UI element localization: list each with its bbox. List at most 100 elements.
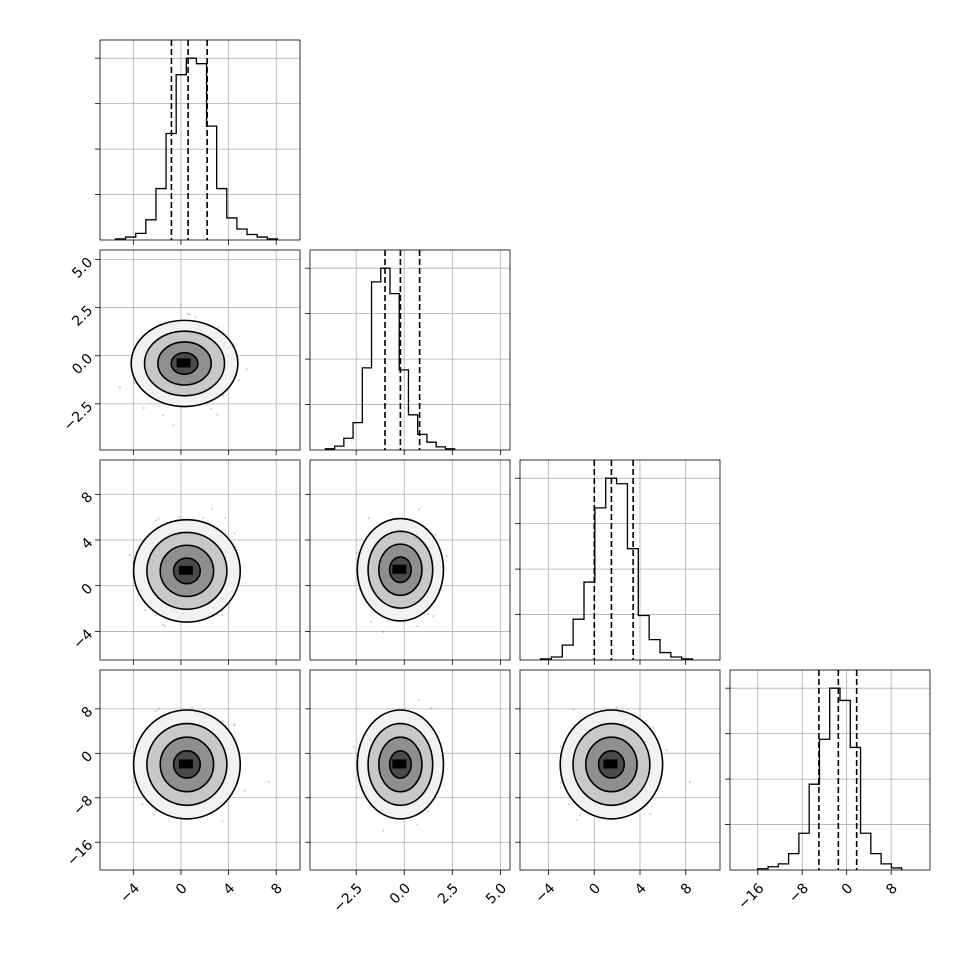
histogram-panel-1 xyxy=(305,249,511,455)
scatter-point xyxy=(178,515,181,518)
histogram-panel-2 xyxy=(515,459,721,665)
density-panel-1-0: −2.5 0.0 2.5 5.0 xyxy=(61,249,301,455)
y-tick-label: 8 xyxy=(79,489,97,507)
x-tick-label: 0 xyxy=(586,880,604,898)
histogram-2 xyxy=(539,477,694,660)
scatter-point xyxy=(559,786,563,789)
scatter-point xyxy=(233,723,236,726)
scatter-point xyxy=(559,745,562,748)
x-tick-label: 8 xyxy=(883,880,901,898)
panel-frame xyxy=(309,249,511,451)
scatter-point xyxy=(233,532,236,535)
scatter-point xyxy=(133,786,136,789)
x-tick-label: 4 xyxy=(221,880,239,898)
scatter-point xyxy=(186,312,189,316)
y-tick-label: −8 xyxy=(70,793,96,819)
panel-frame xyxy=(729,669,931,871)
scatter-point xyxy=(665,748,668,752)
scatter-point xyxy=(559,781,563,784)
y-tick-label: −2.5 xyxy=(61,399,96,434)
density-peak xyxy=(178,565,193,575)
scatter-point xyxy=(434,533,437,536)
contour-line-3 xyxy=(559,709,664,820)
x-tick-label: 0 xyxy=(173,880,191,898)
contour-line-3 xyxy=(132,518,242,623)
scatter-point xyxy=(243,789,246,792)
scatter-point xyxy=(649,812,652,816)
panel-frame xyxy=(99,669,301,871)
scatter-point xyxy=(154,709,157,713)
y-tick-label: 2.5 xyxy=(69,303,96,330)
contour-line-2 xyxy=(367,530,434,609)
x-tick-label: −2.5 xyxy=(331,880,366,915)
scatter-point xyxy=(382,630,385,633)
contour-line-2 xyxy=(146,722,228,807)
panel-frame xyxy=(519,669,721,871)
scatter-point xyxy=(224,516,227,519)
contour-line-2 xyxy=(367,722,434,807)
scatter-point xyxy=(238,379,241,382)
scatter-point xyxy=(644,719,648,723)
scatter-point xyxy=(157,707,160,710)
contour-line-1 xyxy=(585,736,638,793)
y-tick-label: 8 xyxy=(79,704,97,722)
density-panel-3-1: −2.5 0.0 2.5 5.0 xyxy=(305,669,511,916)
x-tick-label: 8 xyxy=(678,880,696,898)
histogram-0 xyxy=(114,57,279,240)
x-tick-label: 2.5 xyxy=(435,880,462,907)
density-content xyxy=(352,699,445,832)
scatter-point xyxy=(188,313,191,316)
scatter-point xyxy=(432,615,435,618)
scatter-point xyxy=(209,407,213,411)
scatter-point xyxy=(154,519,157,522)
scatter-point xyxy=(651,726,655,729)
scatter-point xyxy=(416,823,419,826)
scatter-point xyxy=(356,551,359,555)
contour-line-3 xyxy=(356,517,445,622)
scatter-point xyxy=(216,413,219,416)
scatter-point xyxy=(367,516,370,520)
scatter-point xyxy=(572,708,575,711)
contour-line-1 xyxy=(159,544,215,598)
y-tick-label: 0 xyxy=(79,748,97,766)
scatter-point xyxy=(163,624,166,627)
scatter-point xyxy=(128,553,131,556)
scatter-point xyxy=(430,706,433,710)
scatter-point xyxy=(615,706,618,709)
density-panel-2-1 xyxy=(305,459,511,665)
contour-line-0 xyxy=(388,556,412,584)
scatter-point xyxy=(217,326,220,329)
scatter-point xyxy=(445,555,448,558)
density-peak xyxy=(392,759,407,769)
density-panel-3-0: −4 0 4 8 −16 −8 0 8 xyxy=(64,669,301,906)
scatter-point xyxy=(688,781,691,784)
panel-frame xyxy=(309,669,511,871)
scatter-point xyxy=(172,424,175,427)
density-content xyxy=(559,706,691,821)
scatter-point xyxy=(221,819,224,823)
scatter-point xyxy=(575,818,578,821)
scatter-point xyxy=(211,507,214,510)
contour-line-2 xyxy=(143,330,226,397)
contour-line-0 xyxy=(172,750,202,779)
contour-line-3 xyxy=(356,709,445,820)
x-tick-label: 5.0 xyxy=(483,880,510,907)
scatter-point xyxy=(179,303,182,306)
panel-frame xyxy=(99,249,301,451)
scatter-point xyxy=(133,381,136,384)
x-tick-label: −16 xyxy=(735,880,767,912)
density-panel-2-0: −4 0 4 8 xyxy=(70,459,301,665)
scatter-point xyxy=(567,803,570,806)
scatter-point xyxy=(161,623,164,626)
scatter-point xyxy=(352,746,356,749)
scatter-point xyxy=(245,368,249,371)
x-tick-label: −4 xyxy=(532,880,558,906)
panel-frame xyxy=(99,459,301,661)
density-content xyxy=(132,706,270,823)
scatter-point xyxy=(154,810,158,813)
panel-frame xyxy=(309,459,511,661)
density-content xyxy=(118,303,249,427)
scatter-point xyxy=(154,613,158,617)
scatter-point xyxy=(382,829,385,832)
y-tick-label: 5.0 xyxy=(69,255,96,282)
